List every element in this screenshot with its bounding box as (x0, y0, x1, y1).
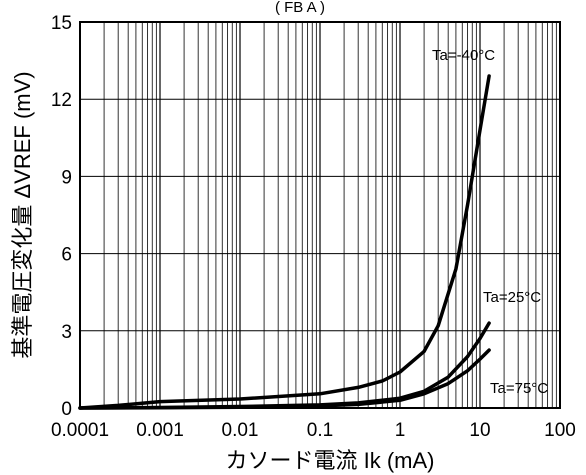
x-tick-labels: 0.0001 0.001 0.01 0.1 1 10 100 (51, 420, 576, 441)
plot-frame (79, 21, 561, 409)
y-tick-label: 6 (61, 245, 72, 266)
series-label: Ta=-40°C (432, 47, 495, 64)
y-tick-labels: 0 3 6 9 12 15 (51, 13, 72, 420)
x-tick-label: 0.001 (136, 420, 184, 441)
series-line (78, 348, 491, 410)
series-line (78, 74, 491, 410)
series-lines (78, 74, 491, 410)
y-tick-label: 15 (51, 13, 72, 34)
title-fragment: ( FB A ) (275, 0, 325, 16)
y-tick-label: 0 (61, 399, 72, 420)
y-axis-label: 基準電圧変化量 ΔVREF (mV) (10, 71, 35, 358)
x-tick-label: 1 (395, 420, 406, 441)
y-tick-label: 12 (51, 90, 72, 111)
x-tick-label: 0.1 (307, 420, 333, 441)
grid (79, 21, 560, 409)
x-tick-label: 10 (469, 420, 490, 441)
series-labels: Ta=-40°C Ta=25°C Ta=75°C (432, 47, 548, 397)
x-axis-label: カソード電流 Ik (mA) (226, 448, 435, 473)
series-label: Ta=75°C (490, 380, 548, 397)
y-tick-label: 3 (61, 322, 72, 343)
x-tick-label: 0.0001 (51, 420, 109, 441)
x-tick-label: 0.01 (222, 420, 259, 441)
series-label: Ta=25°C (483, 289, 541, 306)
y-tick-label: 9 (61, 167, 72, 188)
x-tick-label: 100 (544, 420, 576, 441)
